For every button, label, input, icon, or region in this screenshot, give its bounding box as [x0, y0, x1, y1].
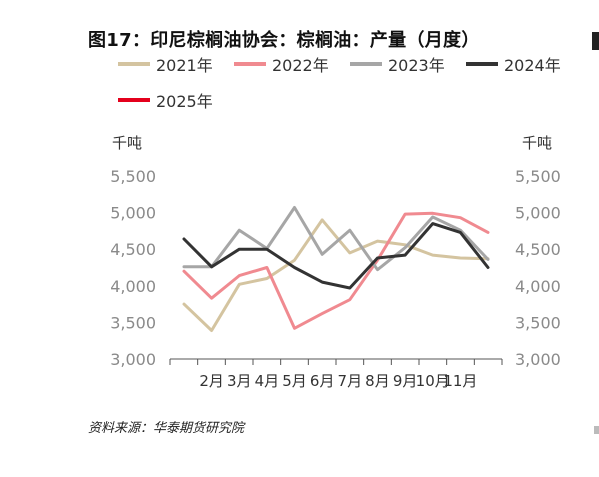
legend-swatch — [118, 62, 150, 66]
line-chart: 千吨 千吨 3,000 3,500 4,000 4,500 5,000 5,500 3,0… — [110, 134, 561, 390]
y-tick-label-right: 5,000 — [515, 204, 561, 223]
series-lines — [182, 206, 490, 332]
y-tick-label-left: 5,000 — [110, 204, 156, 223]
legend-swatch — [466, 62, 498, 66]
y-tick-label-right: 4,000 — [515, 277, 561, 296]
y-tick-label-left: 4,000 — [110, 277, 156, 296]
x-tick-label: 6月 — [310, 372, 335, 390]
legend-item: 2023年 — [350, 52, 445, 76]
source-note: 资料来源：华泰期货研究院 — [88, 421, 245, 436]
legend-swatch — [234, 62, 266, 66]
adjacent-panel-edge — [592, 32, 599, 50]
series-line — [182, 206, 490, 272]
x-tick-label: 3月 — [227, 372, 252, 390]
y-tick-label-left: 5,500 — [110, 167, 156, 186]
legend-item: 2022年 — [234, 52, 329, 76]
legend-swatch — [118, 98, 150, 102]
legend-item: 2025年 — [118, 88, 213, 112]
legend-label: 2021年 — [156, 56, 213, 75]
y-tick-label-left: 4,500 — [110, 240, 156, 259]
x-tick-label: 5月 — [282, 372, 307, 390]
y-tick-label-left: 3,500 — [110, 313, 156, 332]
x-tick-label: 10月 — [416, 372, 450, 390]
legend-label: 2024年 — [504, 56, 561, 75]
chart-title: 图17：印尼棕榈油协会：棕榈油：产量（月度） — [88, 30, 480, 51]
series-line — [182, 211, 490, 330]
x-tick-label: 7月 — [338, 372, 363, 390]
right-y-axis: 3,000 3,500 4,000 4,500 5,000 5,500 — [515, 167, 561, 369]
x-tick-label: 4月 — [255, 372, 280, 390]
y-tick-label-left: 3,000 — [110, 350, 156, 369]
legend-swatch — [350, 62, 382, 66]
legend-item: 2024年 — [466, 52, 561, 76]
legend-label: 2023年 — [388, 56, 445, 75]
series-line — [182, 222, 490, 290]
x-tick-label: 8月 — [365, 372, 390, 390]
legend-item: 2021年 — [118, 52, 213, 76]
adjacent-panel-edge-bottom — [594, 426, 599, 434]
y-tick-label-right: 4,500 — [515, 240, 561, 259]
x-tick-label: 11月 — [443, 372, 477, 390]
left-unit-label: 千吨 — [112, 134, 142, 152]
right-unit-label: 千吨 — [522, 134, 552, 152]
series-line — [182, 218, 490, 332]
y-tick-label-right: 5,500 — [515, 167, 561, 186]
y-tick-label-right: 3,500 — [515, 313, 561, 332]
y-tick-label-right: 3,000 — [515, 350, 561, 369]
x-tick-label: 9月 — [393, 372, 418, 390]
left-y-axis: 3,000 3,500 4,000 4,500 5,000 5,500 — [110, 167, 156, 369]
legend-label: 2025年 — [156, 92, 213, 111]
legend-label: 2022年 — [272, 56, 329, 75]
x-tick-label: 2月 — [199, 372, 224, 390]
